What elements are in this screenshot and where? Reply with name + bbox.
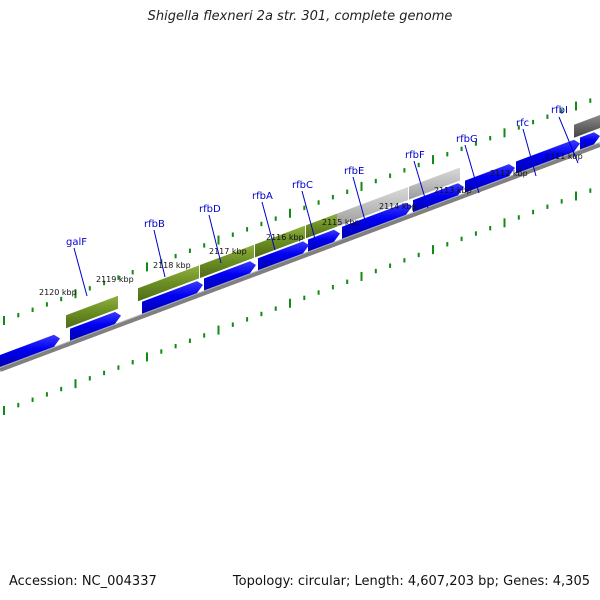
gene-leader-line — [464, 144, 480, 194]
feature-block-gray — [409, 167, 460, 200]
feature-block-green — [255, 225, 305, 258]
genome-backbone-highlight — [0, 142, 600, 368]
gene-leader-line — [558, 116, 579, 164]
cds-arrow — [204, 261, 256, 291]
feature-block-dark — [574, 115, 600, 138]
feature-block-green — [138, 265, 199, 302]
gene-label: rfbI — [551, 105, 568, 116]
gene-leader-line — [153, 229, 166, 278]
gene-label: rfbB — [144, 219, 165, 230]
feature-track-layer — [66, 115, 600, 329]
gene-leader-line — [413, 160, 429, 209]
cds-arrow — [465, 164, 515, 193]
feature-block-green — [306, 213, 337, 239]
gene-leader-line — [208, 214, 222, 264]
label-layer: 2111 kbp 2112 kbp 2113 kbp 2114 kbp 2115 kbp… — [39, 105, 583, 297]
cds-arrow — [0, 334, 60, 367]
cds-arrow — [142, 281, 203, 314]
gene-label: rfbC — [292, 180, 313, 191]
kbp-tick-label: 2114 kbp — [379, 202, 417, 211]
ruler-layer — [3, 98, 592, 415]
cds-arrow — [342, 202, 412, 239]
cds-arrow — [308, 229, 340, 252]
gene-label: galF — [66, 237, 87, 248]
kbp-tick-label: 2111 kbp — [545, 152, 583, 161]
backbone-layer — [0, 142, 600, 372]
kbp-tick-label: 2118 kbp — [153, 261, 191, 270]
map-title: Shigella flexneri 2a str. 301, complete … — [147, 9, 453, 24]
feature-block-gray — [337, 187, 408, 227]
kbp-tick-label: 2112 kbp — [490, 169, 528, 178]
cds-track-layer — [0, 132, 600, 367]
gene-leader-line — [73, 247, 88, 297]
cds-arrow — [258, 241, 309, 271]
gene-leader-line — [261, 201, 276, 251]
gene-label: rfbA — [252, 191, 273, 202]
gene-label: rfbG — [456, 134, 478, 145]
gene-label: rfbE — [344, 166, 364, 177]
feature-block-green — [66, 295, 118, 329]
genome-backbone — [0, 143, 600, 372]
kbp-tick-label: 2116 kbp — [266, 233, 304, 242]
gene-label: rfbD — [199, 204, 221, 215]
gene-leader-line — [352, 176, 367, 225]
gene-label: rfbF — [405, 150, 425, 161]
kbp-tick-label: 2119 kbp — [96, 275, 134, 284]
kbp-tick-label: 2113 kbp — [434, 186, 472, 195]
gene-label: rfc — [516, 118, 529, 129]
kbp-tick-label: 2117 kbp — [209, 247, 247, 256]
cds-arrow — [516, 139, 580, 174]
cds-arrow — [70, 311, 121, 341]
accession-text: Accession: NC_004337 — [9, 574, 157, 589]
feature-block-green — [200, 244, 254, 278]
cds-arrow — [580, 132, 600, 150]
kbp-tick-label: 2115 kbp — [322, 218, 360, 227]
gene-leader-line — [301, 190, 316, 240]
genome-summary-text: Topology: circular; Length: 4,607,203 bp… — [232, 574, 590, 589]
kbp-tick-label: 2120 kbp — [39, 288, 77, 297]
cds-arrow — [413, 183, 464, 213]
gene-leader-line — [522, 128, 537, 177]
